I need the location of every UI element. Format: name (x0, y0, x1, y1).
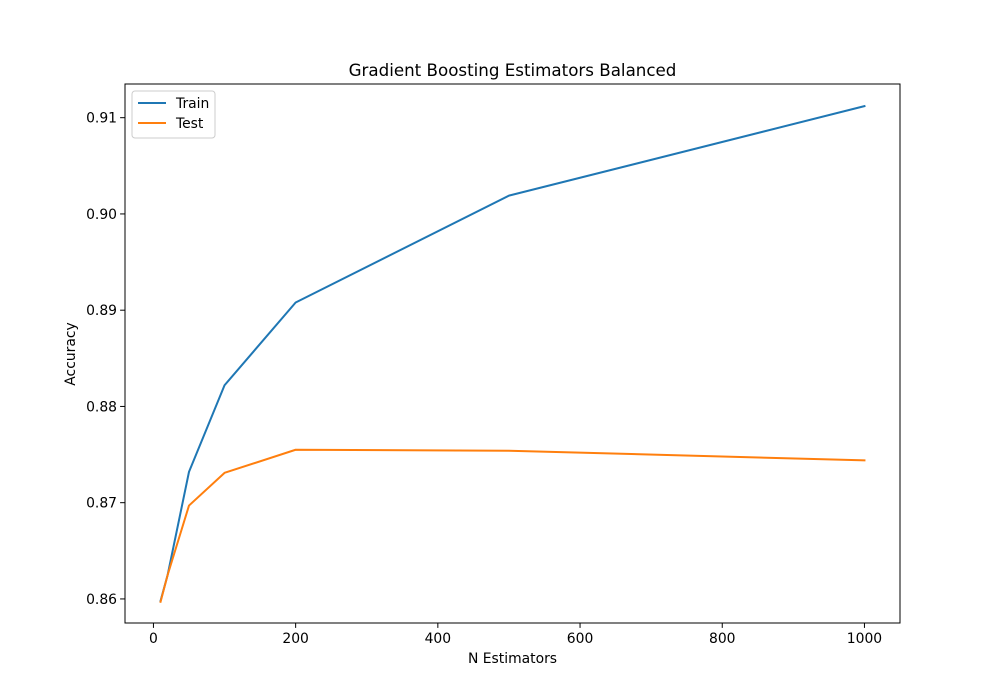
plot-frame (124, 83, 901, 624)
y-tick-label: 0.91 (86, 111, 117, 127)
x-tick-label: 800 (709, 631, 736, 647)
chart-title: Gradient Boosting Estimators Balanced (349, 60, 677, 80)
x-tick-label: 600 (567, 631, 594, 647)
x-tick-label: 1000 (847, 631, 882, 647)
legend: Train Test (131, 90, 216, 139)
legend-label-test: Test (175, 116, 204, 132)
y-tick-label: 0.89 (86, 303, 117, 319)
plot-area (125, 84, 900, 623)
series-layer (159, 104, 866, 604)
y-tick-label: 0.86 (86, 592, 117, 608)
y-tick-label: 0.87 (86, 496, 117, 512)
plot-background (125, 84, 900, 623)
x-tick-label: 400 (425, 631, 452, 647)
y-axis-label: Accuracy (63, 322, 79, 385)
series-line-test (159, 448, 866, 604)
x-axis-label: N Estimators (468, 651, 557, 667)
x-tick-label: 0 (149, 631, 158, 647)
y-tick-label: 0.90 (86, 207, 117, 223)
legend-label-train: Train (175, 96, 209, 112)
y-tick-label: 0.88 (86, 399, 117, 415)
y-axis: 0.86 0.87 0.88 0.89 0.90 0.91 (86, 111, 125, 608)
x-tick-label: 200 (282, 631, 309, 647)
x-axis: 0 200 400 600 800 1000 (149, 623, 882, 647)
